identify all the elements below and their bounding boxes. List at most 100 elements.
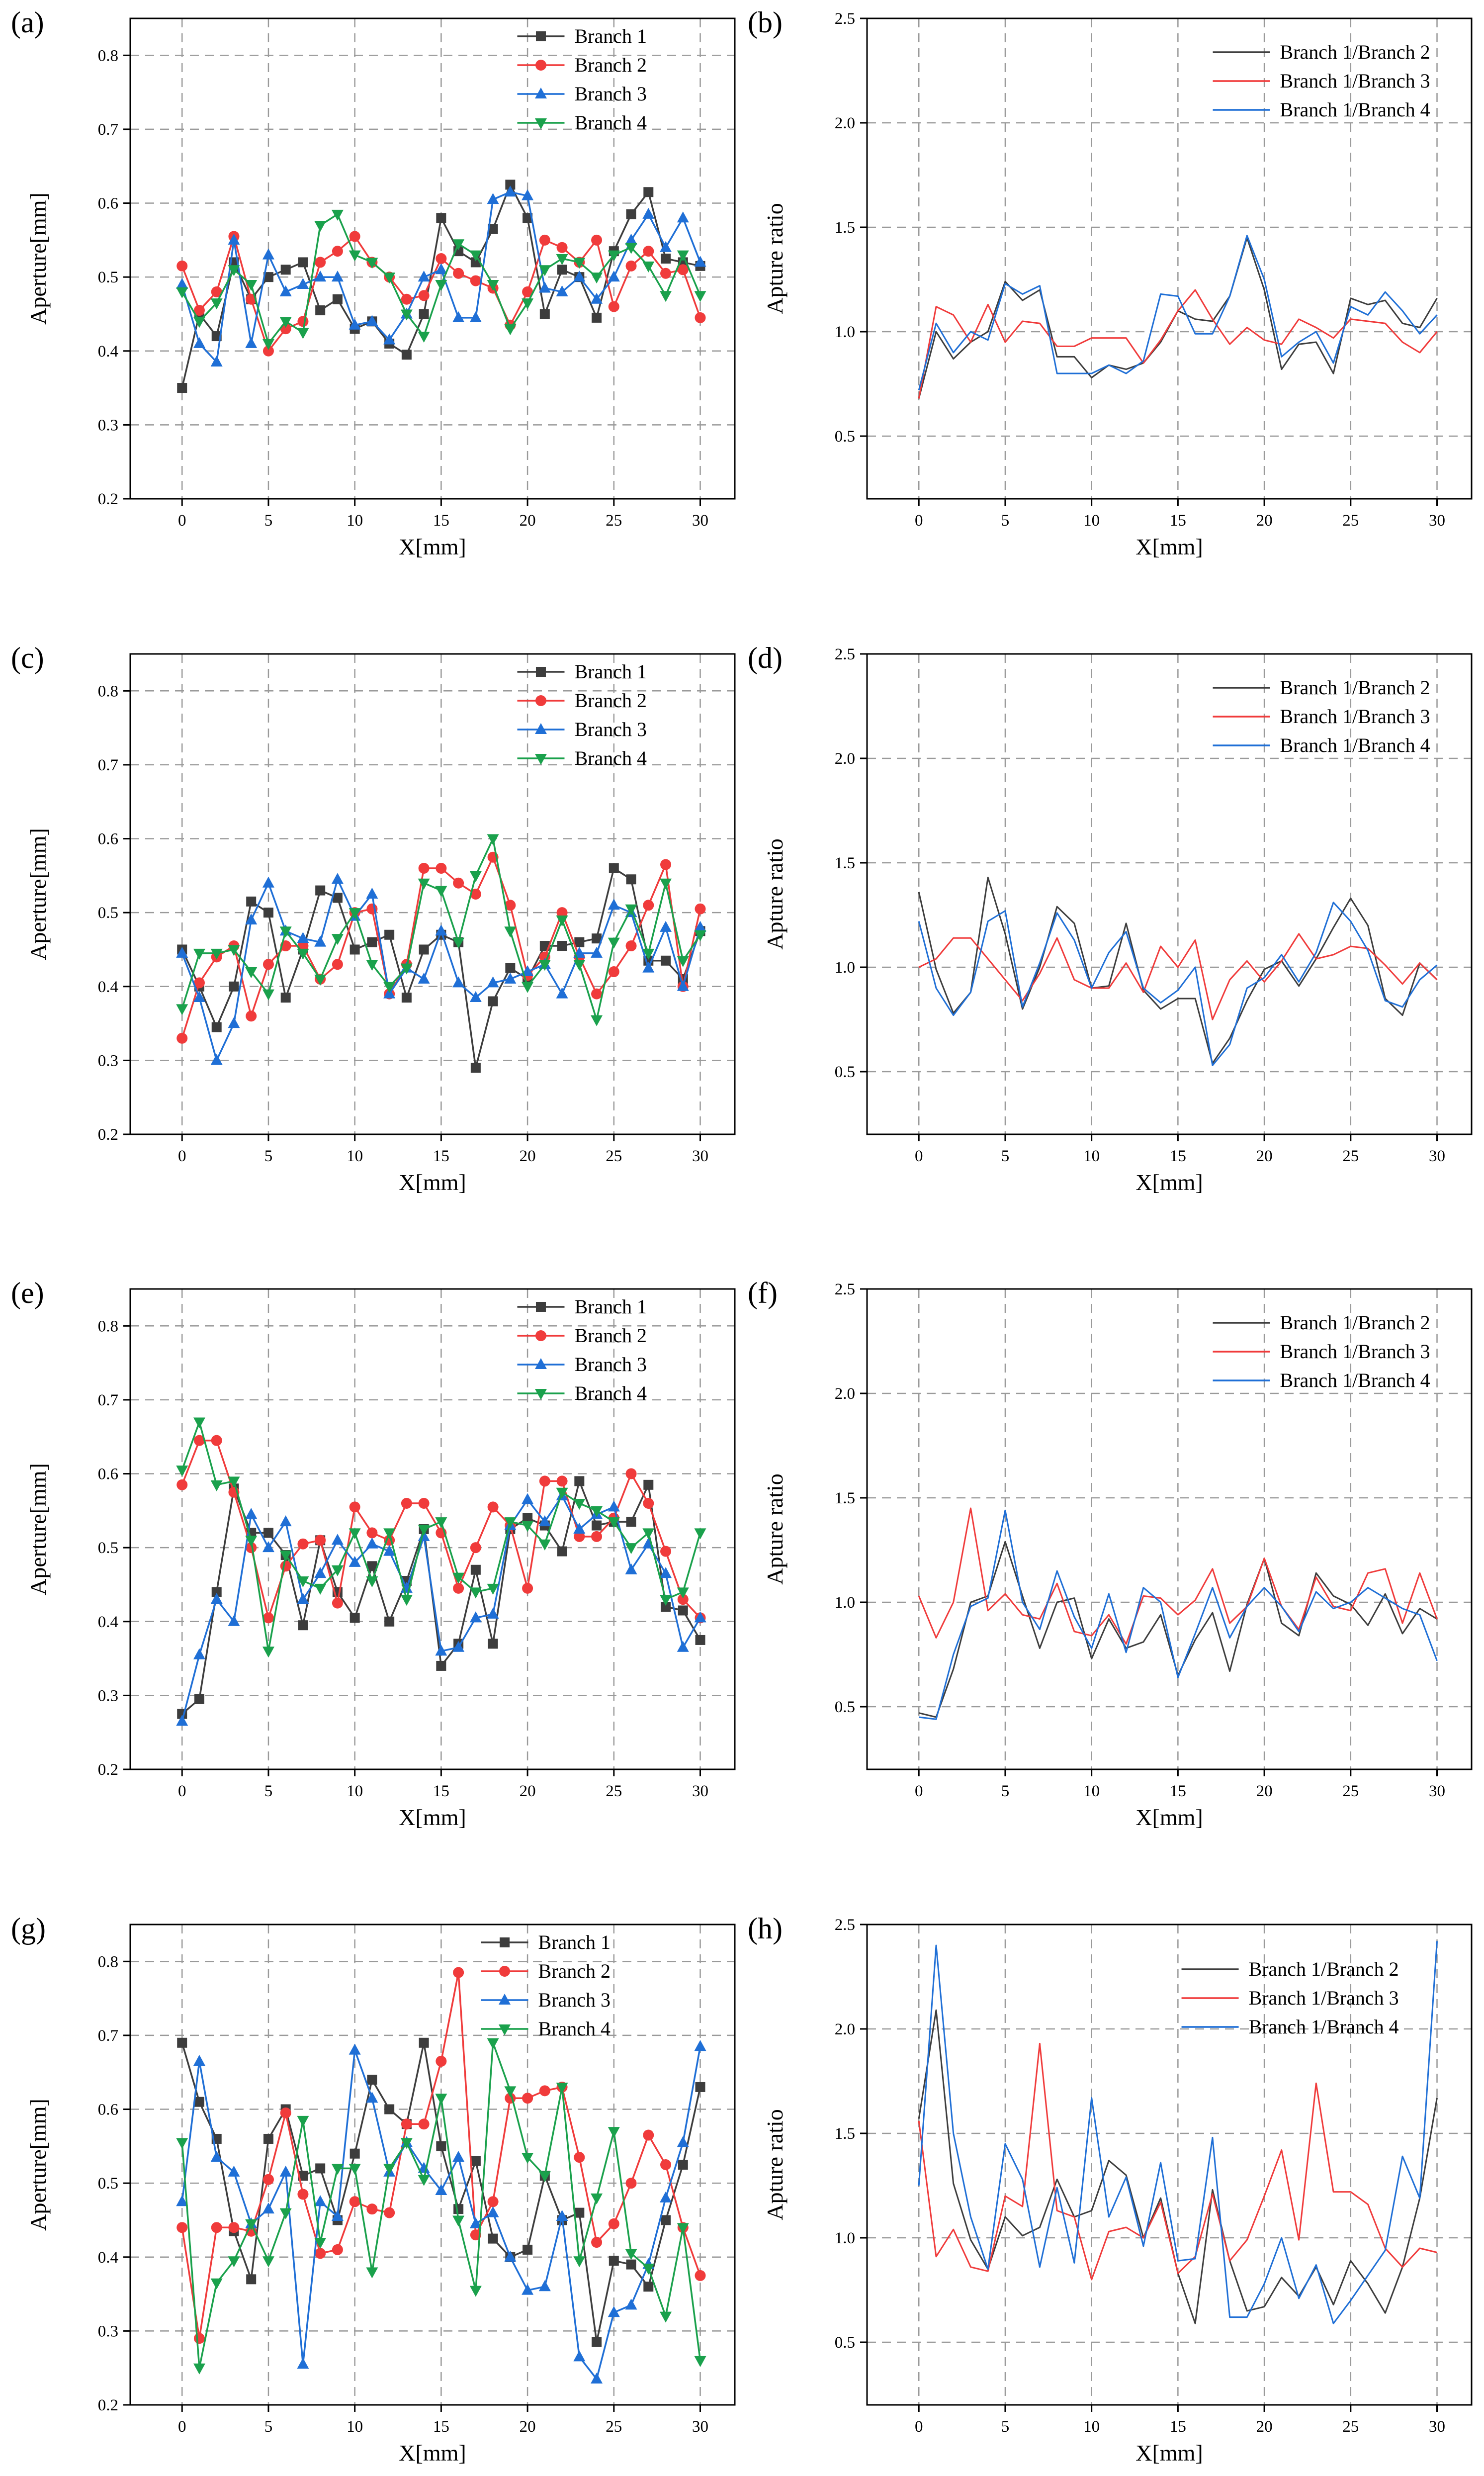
legend-label: Branch 1/Branch 3: [1280, 1340, 1430, 1363]
data-point: [419, 309, 429, 319]
x-axis-title: X[mm]: [399, 534, 466, 559]
data-point: [642, 261, 655, 273]
data-point: [176, 2195, 188, 2206]
data-point: [591, 1531, 603, 1542]
legend: Branch 1 Branch 2 Branch 3 Branch 4: [517, 660, 647, 769]
x-tick-label: 5: [264, 1782, 273, 1800]
data-point: [210, 948, 223, 960]
y-tick-label: 0.4: [98, 2249, 118, 2267]
x-tick-label: 30: [692, 512, 708, 530]
data-point: [660, 2191, 672, 2202]
data-point: [522, 1493, 534, 1504]
data-point: [556, 285, 568, 296]
legend-label: Branch 4: [538, 2017, 611, 2040]
legend-label: Branch 2: [574, 1324, 647, 1347]
data-point: [246, 896, 257, 907]
legend-marker: [499, 1994, 511, 2005]
data-point: [626, 209, 636, 219]
data-point: [419, 944, 429, 955]
data-point: [435, 280, 447, 291]
y-tick-label: 2.0: [835, 750, 855, 768]
y-tick-label: 1.0: [835, 2229, 855, 2247]
series-line: [918, 1507, 1438, 1645]
data-point: [574, 1531, 585, 1542]
data-point: [470, 889, 481, 900]
data-point: [315, 1535, 326, 1546]
legend-label: Branch 1: [574, 25, 647, 47]
data-point: [505, 180, 516, 190]
data-point: [609, 2256, 619, 2266]
series-branch-1-branch-3: [918, 289, 1438, 399]
data-point: [469, 2217, 482, 2228]
data-point: [488, 1639, 498, 1649]
chart-panel-e: (e) 0 5 10 15 20 25 30 0.2 0.3 0.4 0.5 0.6 0.7 0.8 X[mm…: [11, 1277, 736, 1830]
data-point: [643, 900, 654, 911]
chart-panel-a: (a) 0 5 10 15 20 25 30 0.2 0.3 0.4 0.5 0.6 0.7 0.8 X[mm…: [11, 6, 736, 559]
series-branch-4: [176, 1417, 706, 1658]
data-point: [677, 2136, 689, 2147]
data-point: [349, 2196, 360, 2207]
data-point: [176, 946, 188, 958]
y-tick-label: 2.5: [835, 1916, 855, 1934]
y-tick-label: 0.7: [98, 1391, 118, 1409]
data-point: [419, 2037, 429, 2048]
data-point: [211, 1435, 222, 1446]
series-branch-3: [176, 873, 706, 1065]
data-point: [677, 264, 689, 275]
data-point: [642, 961, 655, 973]
data-point: [228, 2256, 240, 2268]
data-point: [608, 2306, 620, 2317]
series-branch-1-branch-3: [918, 2042, 1437, 2281]
data-point: [556, 1475, 568, 1487]
x-tick-label: 5: [264, 512, 273, 530]
legend-label: Branch 1/Branch 3: [1249, 1987, 1399, 2009]
data-point: [435, 263, 447, 275]
series-branch-1-branch-3: [918, 1507, 1438, 1645]
data-point: [625, 904, 637, 916]
legend: Branch 1/Branch 2 Branch 1/Branch 3 Branch…: [1181, 1958, 1399, 2038]
y-tick-label: 0.3: [98, 1687, 118, 1705]
data-point: [279, 317, 292, 328]
chart-panel-f: (f) 0 5 10 15 20 25 30 0.5 1.0 1.5 2.0 2.5 X[mm] Aptur…: [748, 1277, 1473, 1830]
data-point: [660, 241, 672, 252]
legend-marker: [499, 1966, 511, 1977]
data-point: [331, 271, 344, 282]
data-point: [435, 1517, 447, 1529]
data-point: [210, 298, 223, 310]
data-point: [332, 2244, 343, 2255]
data-point: [469, 2286, 482, 2297]
data-point: [245, 280, 258, 291]
panel-label: (d): [748, 642, 783, 674]
x-tick-label: 30: [1429, 1147, 1445, 1165]
y-tick-label: 2.0: [835, 2020, 855, 2038]
x-tick-label: 20: [1256, 512, 1273, 530]
data-point: [401, 293, 412, 305]
series-branch-3: [176, 185, 706, 367]
data-point: [400, 309, 413, 321]
legend-marker: [534, 1389, 547, 1400]
data-point: [262, 1541, 274, 1553]
series-branch-1-branch-4: [918, 902, 1438, 1066]
data-point: [470, 2156, 481, 2166]
data-point: [453, 1582, 464, 1594]
data-point: [314, 1567, 327, 1578]
series-branch-1-branch-4: [919, 1509, 1438, 1720]
x-tick-label: 20: [520, 2418, 536, 2436]
y-tick-label: 0.8: [98, 682, 118, 700]
data-point: [349, 250, 361, 262]
data-point: [263, 2133, 273, 2144]
y-tick-label: 0.8: [98, 1953, 118, 1971]
data-point: [332, 246, 343, 257]
data-point: [418, 332, 430, 343]
data-point: [539, 2085, 550, 2097]
y-axis-title: Apture ratio: [762, 838, 787, 950]
data-point: [280, 2107, 291, 2118]
data-point: [366, 2203, 378, 2215]
data-point: [625, 260, 637, 272]
data-point: [418, 972, 430, 984]
plot-frame: [866, 17, 1473, 500]
data-point: [418, 1497, 430, 1509]
data-point: [608, 966, 619, 978]
data-point: [556, 907, 568, 918]
legend-label: Branch 3: [574, 718, 647, 740]
